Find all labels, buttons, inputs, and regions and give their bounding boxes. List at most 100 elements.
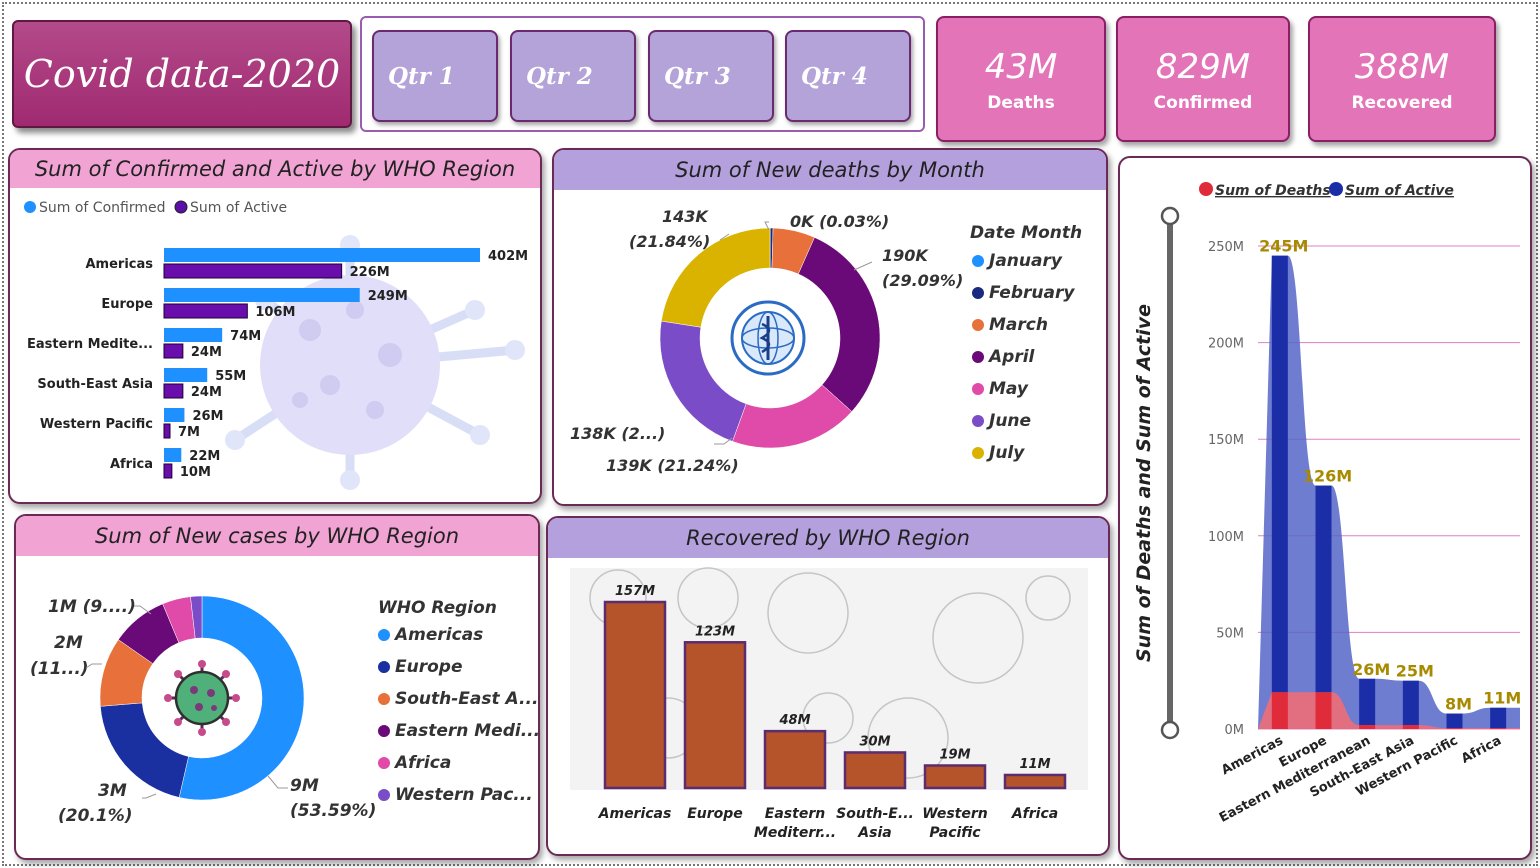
new-deaths-card: Sum of New deaths by Month 0K (0.03%) 19… [552, 148, 1108, 506]
legend-active-label: Sum of Active [190, 200, 287, 216]
new-deaths-donut [659, 227, 881, 449]
active-column[interactable] [1359, 678, 1376, 729]
kpi-recovered: 388M Recovered [1308, 16, 1496, 142]
cases-legend-item-label[interactable]: Europe [395, 657, 462, 677]
legend-confirmed-label: Sum of Confirmed [39, 200, 165, 216]
deaths-active-legend: Sum of Deaths Sum of Active [1199, 182, 1454, 199]
deaths-legend-item-marker [972, 319, 984, 331]
qtr-3-button[interactable]: Qtr 3 [648, 30, 774, 122]
cases-legend-title: WHO Region [378, 598, 497, 618]
cases-legend-item-label[interactable]: Eastern Medi... [395, 721, 540, 741]
active-column[interactable] [1446, 713, 1463, 729]
confirmed-bar-label: 249M [368, 289, 408, 304]
virus-icon [164, 660, 240, 736]
active-bar[interactable] [163, 423, 171, 439]
deaths-legend-item-label[interactable]: June [986, 411, 1031, 431]
active-value-label: 126M [1303, 467, 1352, 486]
confirmed-active-title: Sum of Confirmed and Active by WHO Regio… [10, 150, 540, 188]
bar-category-label: Africa [110, 457, 153, 472]
recovered-category-label-2: Asia [857, 825, 891, 841]
active-value-label: 8M [1445, 695, 1472, 714]
recovered-card: Recovered by WHO Region 157M Americas 123M… [546, 516, 1110, 856]
cases-label-americas-pct: (53.59%) [290, 801, 376, 821]
cases-slice[interactable] [178, 595, 305, 801]
legend-confirmed-marker [24, 201, 36, 213]
bar-category-label: Western Pacific [40, 417, 153, 432]
deaths-column[interactable] [1359, 725, 1376, 729]
active-bar-label: 7M [178, 425, 200, 440]
zoom-slider[interactable] [1160, 206, 1180, 740]
deaths-legend-item-label[interactable]: May [989, 379, 1029, 399]
cases-slice[interactable] [190, 595, 203, 639]
kpi-deaths: 43M Deaths [936, 16, 1106, 142]
recovered-bar[interactable] [603, 600, 667, 790]
recovered-bars: 157M Americas 123M Europe 48M Eastern Mediterr… [598, 584, 1067, 841]
recovered-category-label: Africa [1011, 806, 1058, 822]
slider-handle-bottom-icon[interactable] [1160, 720, 1180, 740]
confirmed-active-card: Sum of Confirmed and Active by WHO Regio… [8, 148, 542, 504]
deaths-column[interactable] [1402, 725, 1419, 729]
qtr-2-button[interactable]: Qtr 2 [510, 30, 636, 122]
cases-legend-item-label[interactable]: Western Pac... [395, 785, 533, 805]
deaths-slice[interactable] [661, 227, 771, 328]
active-bar-label: 24M [191, 345, 222, 360]
deaths-label-jul-value: 143K [662, 207, 709, 226]
deaths-slice[interactable] [798, 237, 881, 412]
active-bar[interactable] [163, 343, 184, 359]
area-plot: 0M 50M 100M 150M 200M 250M 245M 126M 26M 25M 8M 11M… [1208, 237, 1521, 826]
active-bar[interactable] [163, 463, 173, 479]
legend-active-area-marker [1329, 182, 1343, 196]
active-column[interactable] [1490, 707, 1507, 729]
deaths-legend-item-label[interactable]: April [987, 347, 1036, 367]
bar-category-label: South-East Asia [37, 377, 153, 392]
deaths-column[interactable] [1315, 692, 1332, 729]
cases-legend: Americas Europe South-East A... Eastern Med… [378, 625, 540, 805]
slider-handle-icon[interactable] [1160, 206, 1180, 226]
recovered-bar[interactable] [923, 764, 987, 790]
confirmed-bar[interactable] [164, 248, 480, 262]
cases-legend-item-label[interactable]: Americas [393, 625, 483, 645]
confirmed-bar[interactable] [164, 368, 208, 382]
recovered-bar[interactable] [763, 729, 827, 790]
active-bar[interactable] [163, 303, 248, 319]
deaths-legend-item-label[interactable]: March [989, 315, 1048, 335]
active-column[interactable] [1315, 485, 1332, 729]
active-area[interactable] [1258, 255, 1520, 729]
active-bar[interactable] [163, 383, 184, 399]
active-bar[interactable] [163, 263, 343, 279]
cases-legend-item-label[interactable]: South-East A... [395, 689, 538, 709]
deaths-label-apr-value: 190K [882, 246, 929, 265]
kpi-confirmed-label: Confirmed [1153, 93, 1253, 113]
qtr-4-button[interactable]: Qtr 4 [785, 30, 911, 122]
y-tick-label: 200M [1208, 337, 1244, 352]
confirmed-bar[interactable] [164, 328, 223, 342]
cases-legend-item-marker [378, 757, 390, 769]
confirmed-bar[interactable] [164, 408, 185, 422]
recovered-bar[interactable] [683, 641, 747, 790]
deaths-label-jun: 138K (2...) [570, 424, 665, 443]
bar-category-label: Europe [101, 297, 153, 312]
deaths-column[interactable] [1490, 728, 1507, 729]
active-column[interactable] [1402, 680, 1419, 729]
deaths-legend-item-label[interactable]: July [986, 443, 1025, 463]
recovered-bar[interactable] [1003, 773, 1067, 790]
deaths-column[interactable] [1446, 728, 1463, 729]
deaths-legend-item-label[interactable]: January [986, 251, 1063, 271]
recovered-bar[interactable] [843, 751, 907, 790]
new-cases-chart: 9M (53.59%) 3M (20.1%) 2M (11...) 1M (9.… [30, 595, 540, 826]
y-tick-label: 250M [1208, 240, 1244, 255]
cases-label-europe-value: 3M [98, 781, 127, 801]
deaths-legend-item-label[interactable]: February [989, 283, 1075, 303]
cases-legend-item-label[interactable]: Africa [393, 753, 451, 773]
cases-legend-item-marker [378, 661, 390, 673]
active-value-label: 245M [1259, 237, 1308, 256]
deaths-legend-item-marker [972, 447, 984, 459]
deaths-column[interactable] [1271, 692, 1288, 729]
qtr-1-button[interactable]: Qtr 1 [372, 30, 498, 122]
active-column[interactable] [1271, 255, 1288, 729]
confirmed-bar[interactable] [164, 288, 360, 302]
cases-label-sea-value: 2M [54, 633, 83, 653]
recovered-bar-label: 19M [939, 747, 970, 762]
confirmed-bar[interactable] [164, 448, 182, 462]
recovered-category-label: South-E... [836, 806, 914, 822]
